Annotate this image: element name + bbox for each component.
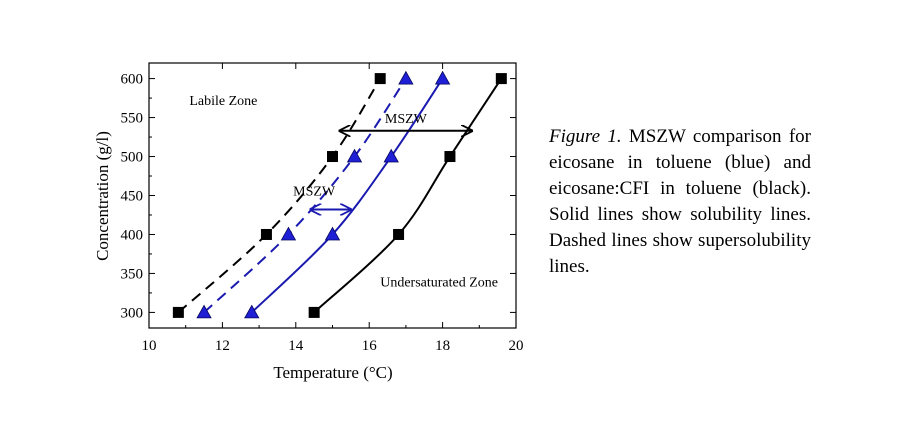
triangle-marker (280, 226, 297, 241)
x-tick-label: 14 (288, 338, 304, 354)
y-tick-label: 450 (121, 189, 144, 205)
x-tick-label: 20 (509, 338, 524, 354)
x-axis-label: Temperature (°C) (273, 363, 392, 382)
x-tick-label: 18 (435, 338, 450, 354)
y-tick-label: 550 (121, 111, 144, 127)
square-marker (308, 306, 320, 318)
square-marker (495, 73, 507, 85)
x-tick-label: 10 (142, 338, 157, 354)
tick-labels: 10 12 14 16 18 20 300 350 400 450 500 550 600 (121, 72, 524, 354)
square-marker (260, 228, 272, 240)
series-4-solid-line (313, 78, 503, 314)
annotations: Labile Zone Undersaturated Zone MSZW MSZW (189, 94, 498, 291)
caption-text: MSZW comparison for eicosane in toluene … (549, 126, 811, 277)
series-3-solid-line (251, 78, 444, 314)
mszw-label: MSZW (293, 185, 336, 200)
x-tick-label: 12 (215, 338, 230, 354)
series-1-dashed-line (177, 78, 382, 314)
triangle-marker (434, 70, 451, 85)
series-2-dashed-line (203, 78, 407, 314)
square-marker (444, 151, 456, 163)
y-tick-label: 300 (121, 305, 144, 321)
y-tick-label: 600 (121, 72, 144, 88)
figure-caption: Figure 1. MSZW comparison for eicosane i… (549, 124, 811, 280)
triangle-marker (244, 304, 260, 319)
y-tick-label: 500 (121, 150, 144, 166)
x-tick-label: 16 (362, 338, 378, 354)
figure-label: Figure 1. (549, 126, 622, 147)
triangle-marker (196, 304, 212, 319)
triangle-marker (383, 148, 399, 163)
triangle-marker (324, 226, 341, 241)
square-marker (374, 73, 386, 85)
triangle-marker (398, 70, 414, 85)
y-axis-label: Concentration (g/l) (93, 131, 112, 261)
axes (148, 62, 517, 329)
y-tick-label: 350 (121, 266, 144, 282)
square-marker (393, 228, 405, 240)
square-marker (172, 306, 184, 318)
square-marker (327, 151, 338, 163)
y-tick-label: 400 (121, 227, 144, 243)
series-markers (172, 70, 507, 319)
zone-label: Undersaturated Zone (380, 276, 498, 291)
series-lines (177, 78, 503, 314)
mszw-label: MSZW (385, 112, 428, 127)
zone-label: Labile Zone (189, 94, 257, 109)
triangle-marker (346, 148, 363, 163)
